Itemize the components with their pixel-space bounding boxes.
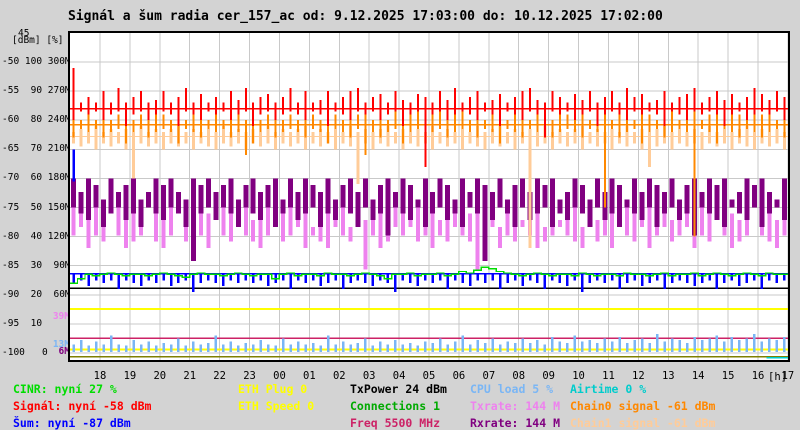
x-axis-label-05: 05 <box>422 370 436 382</box>
legend-chain1: Chain1 signal -61 dBm <box>570 416 716 430</box>
y-axis-units: [dBm] [%] <box>12 35 64 46</box>
x-axis-label-21: 21 <box>183 370 197 382</box>
x-axis-label-15: 15 <box>721 370 735 382</box>
legend-eth-plug: ETH Plug 0 <box>238 382 308 396</box>
x-axis-label-06: 06 <box>452 370 466 382</box>
x-axis-label-08: 08 <box>512 370 526 382</box>
chart-title: Signál a šum radia cer_157_ac od: 9.12.2… <box>68 9 663 24</box>
x-axis-label-14: 14 <box>691 370 705 382</box>
y-axis-row: -100 0 <box>2 347 48 358</box>
x-axis-label-02: 02 <box>332 370 346 382</box>
x-axis-unit: [h] <box>768 371 787 383</box>
y-axis-row: -95 10 <box>2 318 43 329</box>
x-axis-label-11: 11 <box>602 370 615 382</box>
y-axis-row: -85 30 90M <box>2 260 71 271</box>
x-axis-label-18: 18 <box>93 370 107 382</box>
y-axis-row: -70 60 180M <box>2 172 71 183</box>
legend-eth-speed: ETH Speed 0 <box>238 399 315 413</box>
legend-connections: Connections 1 <box>350 399 441 413</box>
x-axis-label-20: 20 <box>153 370 167 382</box>
x-axis-label-17: 17 <box>781 370 795 382</box>
x-axis-label-07: 07 <box>482 370 496 382</box>
y-axis-row: -90 20 60M <box>2 289 71 300</box>
x-axis-label-03: 03 <box>362 370 376 382</box>
x-axis-label-22: 22 <box>213 370 226 382</box>
x-axis-label-01: 01 <box>303 370 316 382</box>
legend-txrate: Txrate: 144 M <box>470 399 561 413</box>
x-axis-label-00: 00 <box>273 370 286 382</box>
y-axis-rate-label-6m: 6M <box>58 346 70 357</box>
legend-cpu: CPU load 5 % <box>470 382 554 396</box>
legend-freq: Freq 5500 MHz <box>350 416 441 430</box>
legend-noise: Šum: nyní -87 dBm <box>13 416 131 430</box>
y-axis-row: -65 70 210M <box>2 143 71 154</box>
x-axis-label-19: 19 <box>123 370 137 382</box>
x-axis-label-04: 04 <box>392 370 406 382</box>
x-axis-label-09: 09 <box>542 370 555 382</box>
legend-txpower: TxPower 24 dBm <box>350 382 447 396</box>
x-axis-label-12: 12 <box>632 370 645 382</box>
legend-chain0: Chain0 signal -61 dBm <box>570 399 716 413</box>
y-axis-rate-label-39m: 39M <box>52 311 70 322</box>
chart-plot-area <box>68 31 790 362</box>
x-axis-label-13: 13 <box>661 370 675 382</box>
y-axis-row: -75 50 150M <box>2 202 71 213</box>
y-axis-rate-label-13m: 13M <box>52 339 70 350</box>
legend-cinr: CINR: nyní 27 % <box>13 382 117 396</box>
legend-airtime: Airtime 0 % <box>570 382 647 396</box>
y-axis-row: -80 40 120M <box>2 231 71 242</box>
x-axis-label-16: 16 <box>751 370 765 382</box>
chart-canvas <box>70 33 788 360</box>
x-axis-label-23: 23 <box>243 370 256 382</box>
y-axis-row: -55 90 270M <box>2 85 71 96</box>
y-axis-top-tick: 45 <box>18 28 30 39</box>
y-axis-row: -50 100 300M <box>2 56 71 67</box>
legend-rxrate: Rxrate: 144 M <box>470 416 561 430</box>
y-axis-row: -60 80 240M <box>2 114 71 125</box>
x-axis-label-10: 10 <box>572 370 585 382</box>
legend-signal: Signál: nyní -58 dBm <box>13 399 152 413</box>
